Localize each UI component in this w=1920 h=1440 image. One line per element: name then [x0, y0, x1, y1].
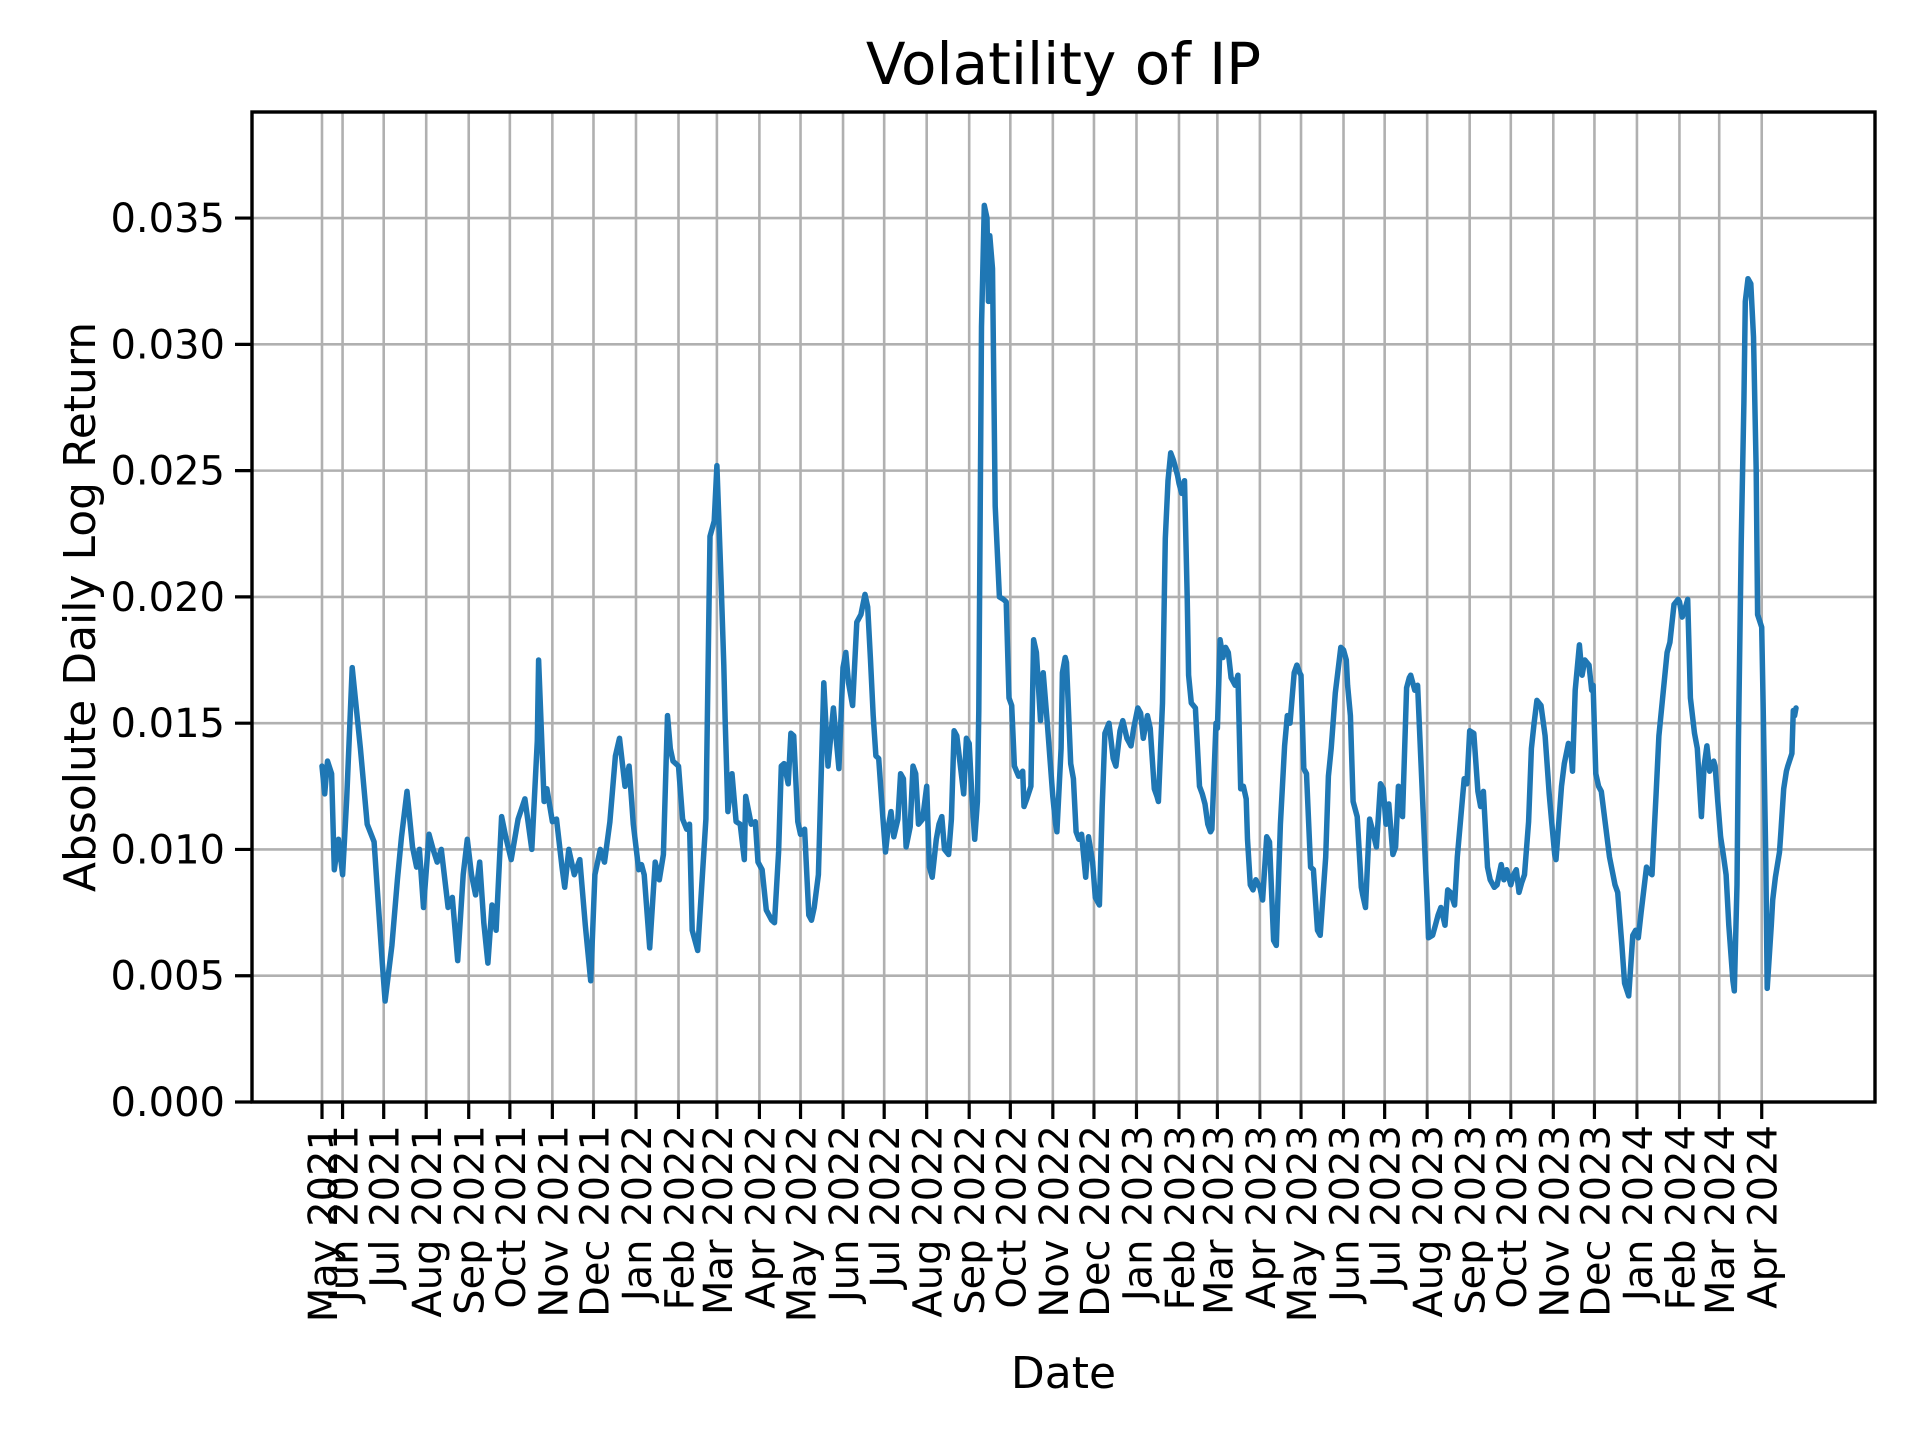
y-tick-label: 0.035	[110, 196, 225, 242]
y-tick-label: 0.015	[110, 701, 225, 747]
y-tick-label: 0.025	[110, 449, 225, 495]
plot-frame	[250, 110, 1877, 1104]
x-tick-label: Nov 2022	[1032, 1125, 1078, 1318]
x-tick-label: Aug 2021	[405, 1125, 451, 1318]
x-tick-label: Apr 2022	[738, 1125, 784, 1309]
x-tick-label: Mar 2023	[1196, 1125, 1242, 1315]
x-tick-label: Mar 2024	[1698, 1125, 1744, 1315]
x-axis-label: Date	[1011, 1348, 1116, 1399]
x-tick-label: May 2021	[301, 1125, 347, 1322]
x-tick-label: Apr 2023	[1239, 1125, 1285, 1309]
x-tick-label: May 2022	[780, 1125, 826, 1322]
x-tick-label: Jan 2022	[615, 1125, 661, 1304]
y-axis-label: Absolute Daily Log Return	[55, 322, 106, 892]
x-tick-label: May 2023	[1280, 1125, 1326, 1322]
x-tick-label: Dec 2023	[1573, 1125, 1619, 1317]
chart-title: Volatility of IP	[866, 30, 1261, 98]
x-tick-label: Dec 2021	[572, 1125, 618, 1317]
x-tick-label: Dec 2022	[1073, 1125, 1119, 1317]
x-tick-label: Oct 2023	[1490, 1125, 1536, 1309]
x-tick-label: Jul 2022	[863, 1125, 909, 1291]
x-tick-label: Feb 2024	[1658, 1125, 1704, 1310]
x-tick-label: Aug 2023	[1406, 1125, 1452, 1318]
x-tick-label: Jun 2022	[822, 1125, 868, 1305]
y-tick-label: 0.010	[110, 827, 225, 873]
x-tick-label: Nov 2021	[531, 1125, 577, 1318]
x-tick-label: Jan 2023	[1115, 1125, 1161, 1304]
y-tick-label: 0.020	[110, 575, 225, 621]
x-tick-label: Feb 2022	[658, 1125, 704, 1310]
x-tick-label: Oct 2021	[489, 1125, 535, 1309]
y-tick-label: 0.000	[110, 1080, 225, 1126]
x-tick-label: Jun 2021	[322, 1125, 368, 1305]
x-tick-label: Feb 2023	[1158, 1125, 1204, 1310]
y-tick-label: 0.030	[110, 322, 225, 368]
x-tick-label: Jul 2021	[363, 1125, 409, 1291]
x-tick-label: Apr 2024	[1741, 1125, 1787, 1309]
x-tick-label: Jul 2023	[1364, 1125, 1410, 1291]
x-tick-label: Jan 2024	[1616, 1125, 1662, 1304]
x-tick-label: Sep 2022	[948, 1125, 994, 1315]
x-tick-label: Oct 2022	[989, 1125, 1035, 1309]
x-tick-label: Sep 2021	[448, 1125, 494, 1315]
x-tick-label: Sep 2023	[1449, 1125, 1495, 1315]
volatility-series-line	[319, 202, 1799, 1004]
x-tick-label: Mar 2022	[696, 1125, 742, 1315]
x-tick-label: Jun 2023	[1323, 1125, 1369, 1305]
axis-ticks	[235, 216, 1764, 1119]
gridlines	[252, 112, 1875, 1104]
y-tick-label: 0.005	[110, 954, 225, 1000]
x-tick-label: Aug 2022	[906, 1125, 952, 1318]
x-tick-label: Nov 2023	[1532, 1125, 1578, 1318]
